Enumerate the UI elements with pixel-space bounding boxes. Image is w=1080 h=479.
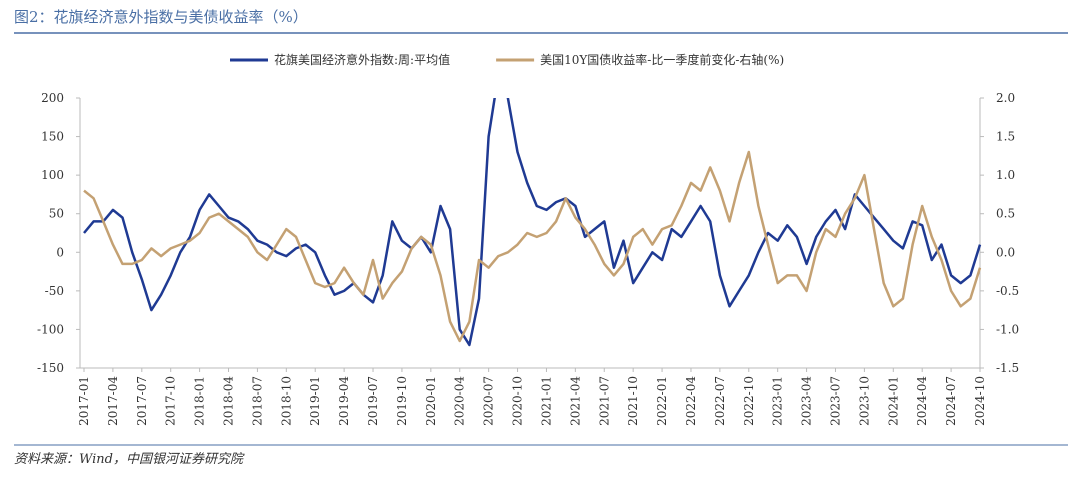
y-tick-label: 1.0 bbox=[996, 168, 1015, 182]
x-tick-label: 2017-10 bbox=[164, 376, 178, 426]
x-tick-label: 2021-04 bbox=[568, 376, 582, 426]
x-tick-label: 2023-01 bbox=[771, 376, 785, 426]
y-tick-label: -100 bbox=[37, 322, 64, 336]
x-tick-label: 2024-04 bbox=[915, 376, 929, 426]
x-tick-label: 2019-07 bbox=[366, 376, 380, 426]
x-tick-label: 2019-01 bbox=[308, 376, 322, 426]
chart-title: 图2：花旗经济意外指数与美债收益率（%） bbox=[14, 8, 308, 26]
x-tick-label: 2018-10 bbox=[279, 376, 293, 426]
y-tick-label: 2.0 bbox=[996, 91, 1015, 105]
x-tick-label: 2021-01 bbox=[539, 376, 553, 426]
x-tick-label: 2023-10 bbox=[857, 376, 871, 426]
x-tick-label: 2021-10 bbox=[626, 376, 640, 426]
legend-label: 美国10Y国债收益率-比一季度前变化-右轴(%) bbox=[540, 52, 784, 67]
x-tick-label: 2020-10 bbox=[511, 376, 525, 426]
x-tick-label: 2022-10 bbox=[742, 376, 756, 426]
x-tick-label: 2018-07 bbox=[250, 376, 264, 426]
series-line bbox=[83, 150, 982, 343]
x-tick-label: 2024-07 bbox=[944, 376, 958, 426]
series-line bbox=[83, 98, 982, 347]
y-tick-label: -150 bbox=[37, 361, 64, 375]
y-tick-label: -0.5 bbox=[996, 284, 1019, 298]
y-tick-label: -50 bbox=[45, 284, 64, 298]
y-tick-label: 200 bbox=[41, 91, 64, 105]
x-tick-label: 2020-01 bbox=[424, 376, 438, 426]
x-tick-label: 2023-07 bbox=[828, 376, 842, 426]
x-tick-label: 2022-04 bbox=[684, 376, 698, 426]
y-tick-label: -1.0 bbox=[996, 322, 1019, 336]
x-tick-label: 2024-10 bbox=[973, 376, 987, 426]
y-tick-label: 0 bbox=[56, 245, 64, 259]
x-tick-label: 2022-01 bbox=[655, 376, 669, 426]
x-tick-label: 2018-04 bbox=[222, 376, 236, 426]
x-tick-label: 2017-01 bbox=[77, 376, 91, 426]
y-tick-label: 0.5 bbox=[996, 207, 1015, 221]
x-tick-label: 2019-04 bbox=[337, 376, 351, 426]
plot-area bbox=[83, 98, 982, 347]
x-tick-label: 2020-07 bbox=[482, 376, 496, 426]
y-tick-label: 0.0 bbox=[996, 245, 1015, 259]
x-tick-label: 2020-04 bbox=[453, 376, 467, 426]
y-tick-label: -1.5 bbox=[996, 361, 1019, 375]
y-tick-label: 1.5 bbox=[996, 130, 1015, 144]
y-tick-label: 150 bbox=[41, 130, 64, 144]
x-tick-label: 2024-01 bbox=[886, 376, 900, 426]
legend-label: 花旗美国经济意外指数:周:平均值 bbox=[274, 52, 450, 67]
x-tick-label: 2017-07 bbox=[135, 376, 149, 426]
x-tick-label: 2022-07 bbox=[713, 376, 727, 426]
x-tick-label: 2018-01 bbox=[193, 376, 207, 426]
y-tick-label: 100 bbox=[41, 168, 64, 182]
x-tick-label: 2017-04 bbox=[106, 376, 120, 426]
y-tick-label: 50 bbox=[49, 207, 64, 221]
x-tick-label: 2021-07 bbox=[597, 376, 611, 426]
x-tick-label: 2023-04 bbox=[800, 376, 814, 426]
x-tick-label: 2019-10 bbox=[395, 376, 409, 426]
source: 资料来源：Wind，中国银河证券研究院 bbox=[14, 451, 245, 467]
